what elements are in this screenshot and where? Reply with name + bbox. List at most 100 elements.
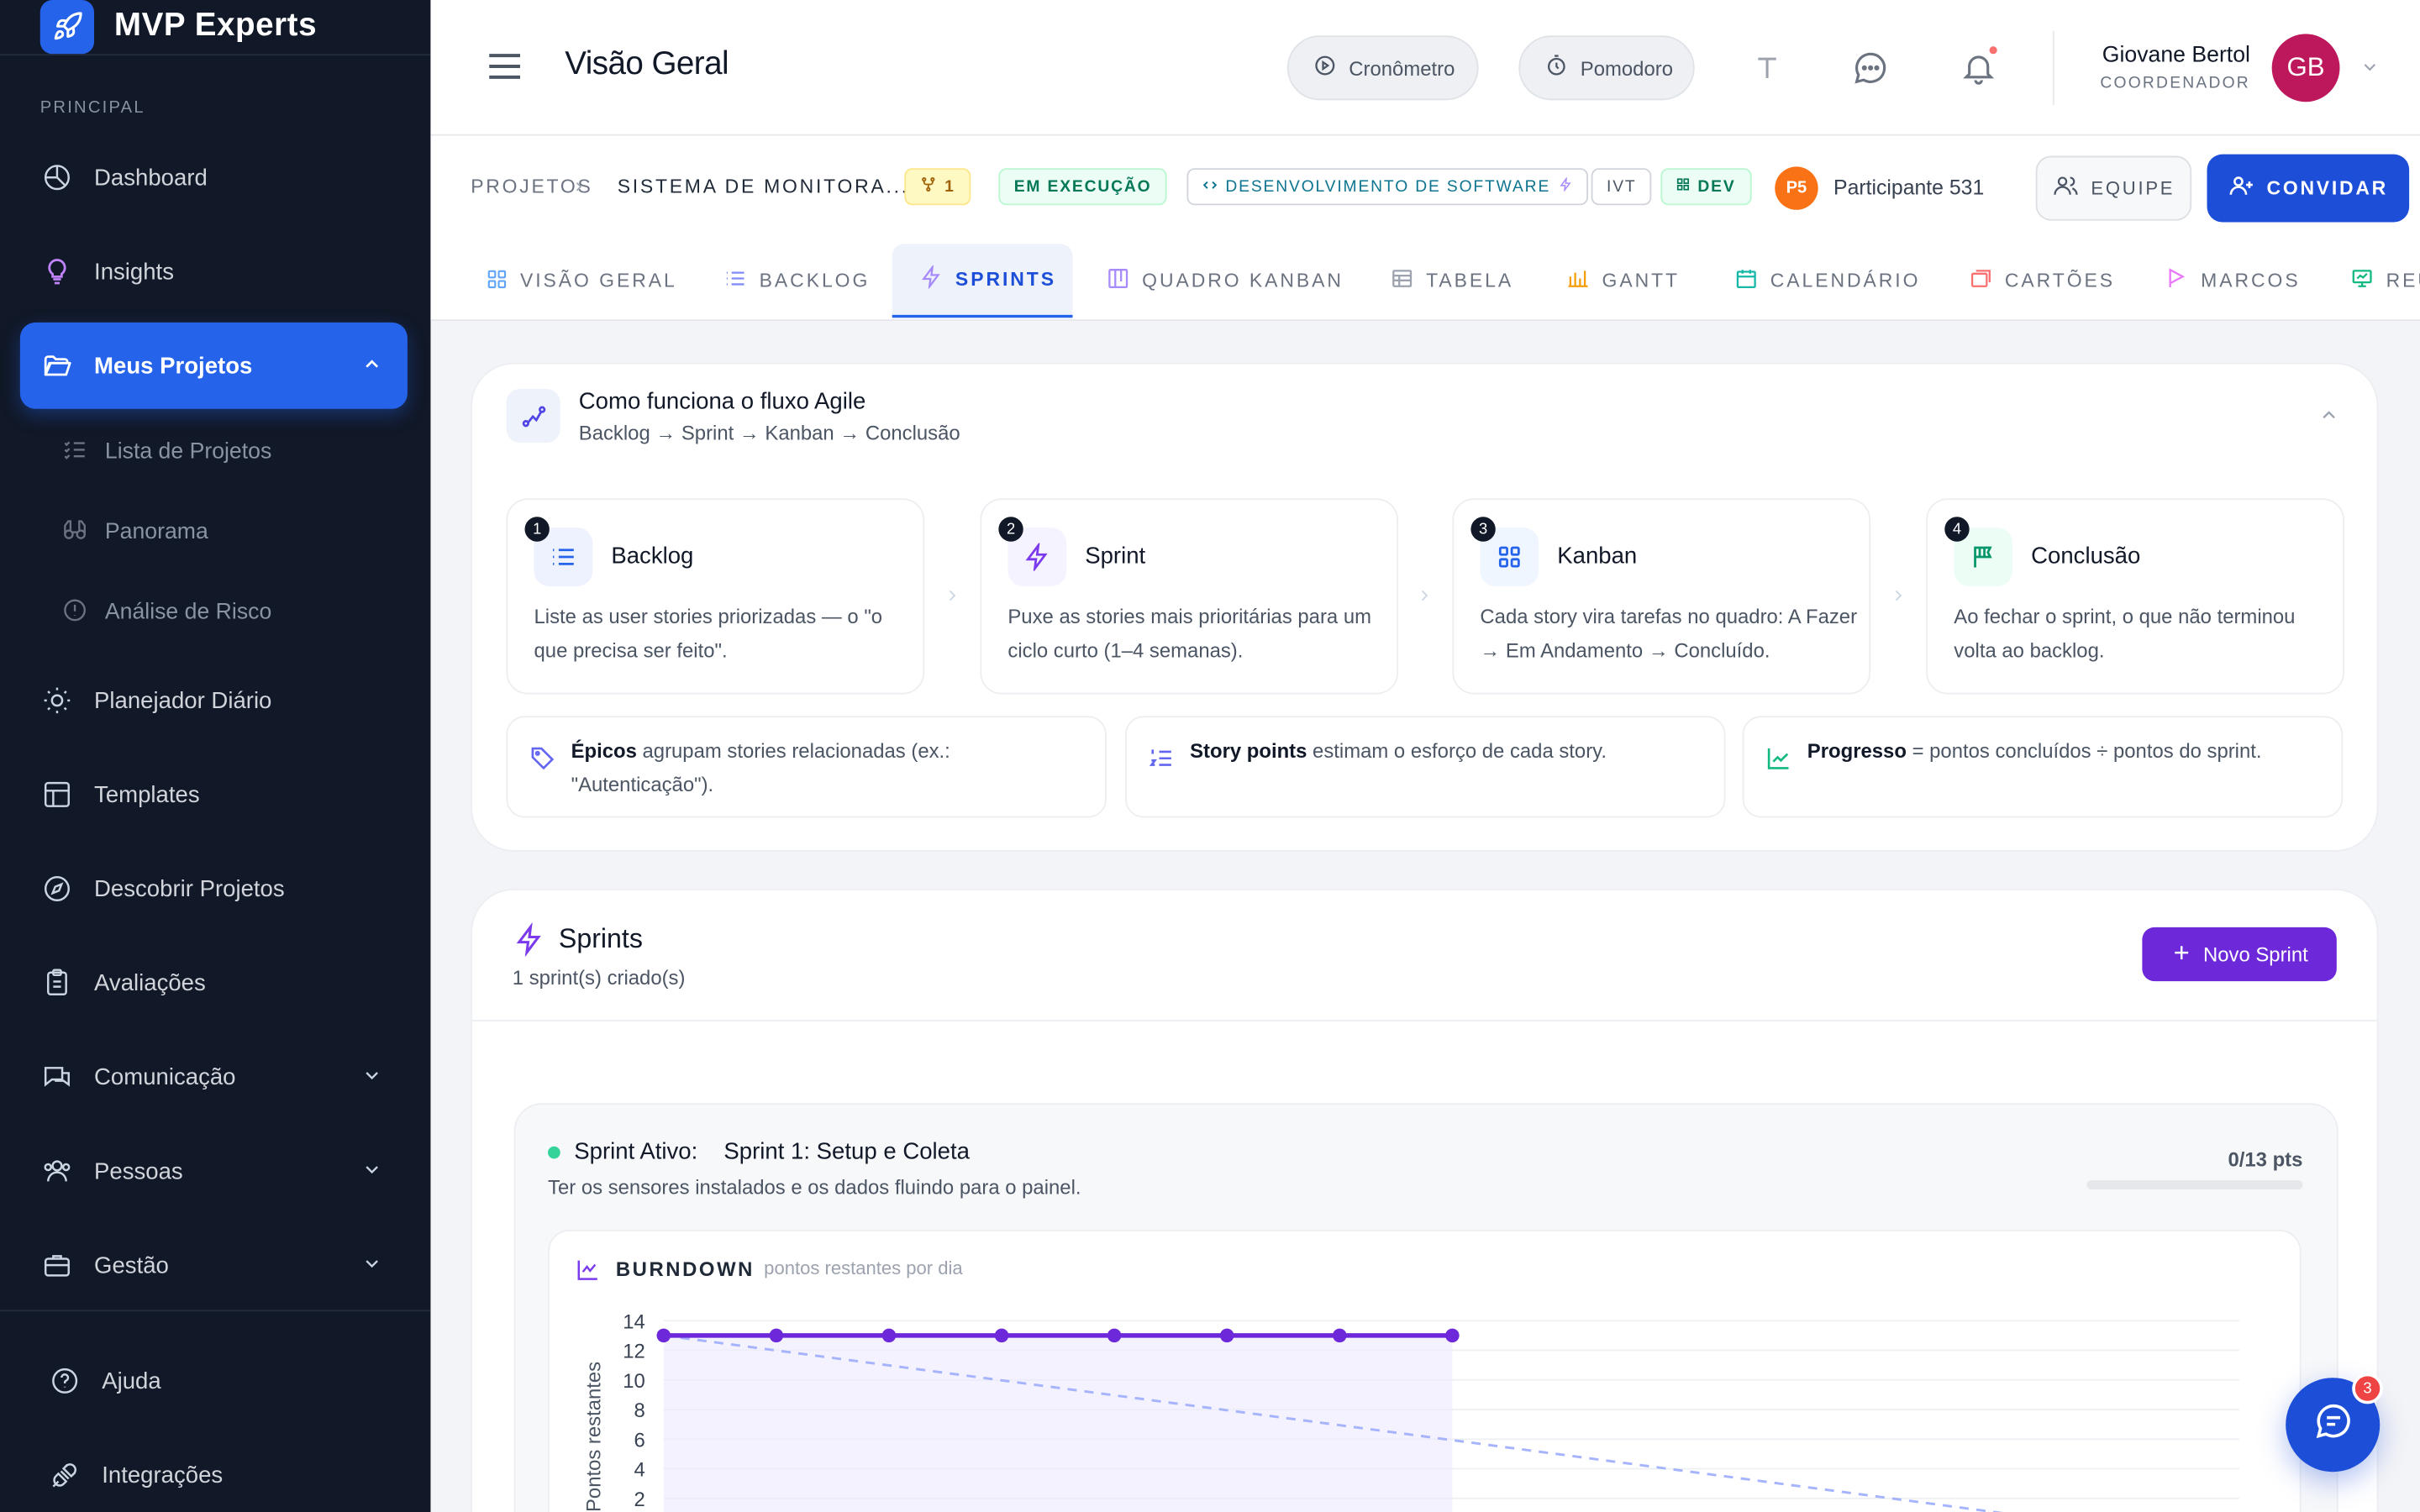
cards-icon (1970, 267, 1993, 295)
info-text: Progresso = pontos concluídos ÷ pontos d… (1807, 734, 2324, 768)
sidebar-subitem-analise-de-risco[interactable]: Análise de Risco (61, 590, 271, 636)
step-title: Sprint (1085, 543, 1146, 570)
info-body: agrupam stories relacionadas (ex.: "Aute… (571, 738, 950, 796)
sidebar-item-label: Insights (94, 258, 175, 285)
divider (0, 54, 431, 56)
tab-label: CALENDÁRIO (1770, 270, 1921, 292)
chat-fab-button[interactable]: 3 (2286, 1373, 2383, 1473)
chart-title: BURNDOWN (615, 1257, 755, 1281)
sidebar-subitem-lista-de-projetos[interactable]: Lista de Projetos (61, 429, 271, 475)
breadcrumb-current: SISTEMA DE MONITORA... (617, 176, 909, 198)
step-description: Cada story vira tarefas no quadro: A Faz… (1480, 604, 1858, 662)
step-number: 4 (1944, 517, 1970, 542)
tab-reunioes[interactable]: REU (2350, 244, 2420, 318)
sidebar-item-label: Planejador Diário (94, 687, 272, 714)
info-bold: Épicos (571, 738, 637, 763)
menu-icon[interactable] (487, 51, 521, 90)
sidebar-item-avaliacoes[interactable]: Avaliações (20, 940, 408, 1026)
cronometro-label: Cronômetro (1349, 56, 1455, 80)
chevron-down-icon[interactable] (361, 1252, 383, 1280)
team-label: EQUIPE (2091, 177, 2175, 199)
sidebar-item-label: Templates (94, 781, 200, 808)
status-badge: EM EXECUÇÃO (998, 168, 1167, 206)
chevron-down-icon[interactable] (361, 1064, 383, 1092)
chevron-up-icon[interactable] (2318, 404, 2340, 433)
sidebar: MVP Experts PRINCIPAL Dashboard Insights… (0, 0, 431, 1512)
tab-label: VISÃO GERAL (519, 270, 677, 292)
trend-up-icon (1765, 745, 1791, 779)
message-icon[interactable] (1849, 46, 1891, 89)
step-description: Liste as user stories priorizadas — o "o… (534, 604, 883, 662)
info-bold: Progresso (1807, 738, 1907, 763)
invite-button[interactable]: CONVIDAR (2207, 154, 2410, 223)
sidebar-item-gestao[interactable]: Gestão (20, 1222, 408, 1309)
new-sprint-button[interactable]: Novo Sprint (2142, 927, 2337, 982)
chevron-right-icon (571, 176, 587, 205)
logo[interactable]: MVP Experts (39, 0, 317, 54)
tab-quadro-kanban[interactable]: QUADRO KANBAN (1107, 244, 1344, 318)
sidebar-item-ajuda[interactable]: Ajuda (20, 1337, 408, 1424)
sprints-title: Sprints (558, 922, 643, 954)
sidebar-item-planejador-diario[interactable]: Planejador Diário (20, 657, 408, 743)
tab-visao-geral[interactable]: VISÃO GERAL (487, 244, 677, 318)
avatar[interactable]: GB (2271, 34, 2340, 102)
y-tick-label: 14 (623, 1310, 645, 1333)
bell-icon[interactable] (1957, 43, 2001, 89)
sidebar-item-templates[interactable]: Templates (20, 751, 408, 837)
alert-circle-icon (61, 596, 87, 629)
tab-gantt[interactable]: GANTT (1566, 244, 1680, 318)
data-point (994, 1328, 1009, 1343)
sidebar-item-dashboard[interactable]: Dashboard (20, 134, 408, 221)
sidebar-item-label: Dashboard (94, 164, 208, 191)
tab-marcos[interactable]: MARCOS (2165, 244, 2301, 318)
tab-calendario[interactable]: CALENDÁRIO (1734, 244, 1920, 318)
sidebar-subitem-label: Panorama (104, 519, 208, 545)
font-size-icon[interactable] (1745, 46, 1788, 89)
new-sprint-label: Novo Sprint (2202, 942, 2308, 966)
chevron-down-icon[interactable] (361, 1158, 383, 1186)
sidebar-item-descobrir-projetos[interactable]: Descobrir Projetos (20, 846, 408, 932)
tab-backlog[interactable]: BACKLOG (723, 244, 870, 318)
sidebar-item-label: Avaliações (94, 969, 206, 996)
chevron-down-icon[interactable] (2360, 57, 2380, 85)
presentation-icon (2350, 267, 2374, 295)
category-label: DESENVOLVIMENTO DE SOFTWARE (1225, 177, 1551, 197)
tab-sprints[interactable]: SPRINTS (892, 244, 1073, 318)
sprint-points: 0/13 pts (2228, 1147, 2303, 1172)
sidebar-subitem-label: Análise de Risco (104, 600, 272, 625)
sidebar-item-pessoas[interactable]: Pessoas (20, 1128, 408, 1215)
pomodoro-button[interactable]: Pomodoro (1518, 35, 1695, 101)
step-title: Conclusão (2031, 543, 2141, 570)
category-badge: DESENVOLVIMENTO DE SOFTWARE (1186, 168, 1588, 206)
sidebar-item-meus-projetos[interactable]: Meus Projetos (19, 322, 408, 409)
cronometro-button[interactable]: Cronômetro (1286, 35, 1479, 101)
timer-icon (1545, 54, 1569, 81)
tab-tabela[interactable]: TABELA (1391, 244, 1513, 318)
y-tick-label: 12 (623, 1341, 645, 1363)
sidebar-subitem-label: Lista de Projetos (104, 439, 272, 465)
sidebar-item-label: Meus Projetos (94, 352, 253, 379)
grid-icon (487, 268, 508, 294)
agile-step-sprint: 2 Sprint Puxe as stories mais prioritári… (980, 498, 1399, 695)
step-description: Puxe as stories mais prioritárias para u… (1007, 604, 1371, 662)
y-tick-label: 6 (634, 1429, 644, 1452)
flag-icon (2165, 267, 2189, 295)
participant-avatar[interactable]: P5 (1775, 166, 1818, 210)
tab-cartoes[interactable]: CARTÕES (1970, 244, 2115, 318)
divider (0, 1310, 431, 1312)
sidebar-item-comunicacao[interactable]: Comunicação (20, 1034, 408, 1121)
sidebar-item-label: Comunicação (94, 1063, 236, 1090)
sidebar-item-integracoes[interactable]: Integrações (20, 1431, 408, 1512)
breadcrumb-projetos[interactable]: PROJETOS (471, 176, 593, 198)
binoculars-icon (61, 516, 87, 549)
tag-ivt: IVT (1591, 168, 1652, 206)
active-sprint-label: Sprint Ativo: (574, 1138, 698, 1165)
chevron-up-icon[interactable] (361, 354, 383, 381)
sidebar-subitem-panorama[interactable]: Panorama (61, 509, 208, 555)
clipboard-icon (42, 968, 73, 999)
team-button[interactable]: EQUIPE (2035, 155, 2192, 221)
sidebar-item-insights[interactable]: Insights (20, 228, 408, 315)
chevron-right-icon (1415, 583, 1434, 616)
code-icon (1202, 176, 1218, 197)
bolt-icon (514, 921, 545, 964)
